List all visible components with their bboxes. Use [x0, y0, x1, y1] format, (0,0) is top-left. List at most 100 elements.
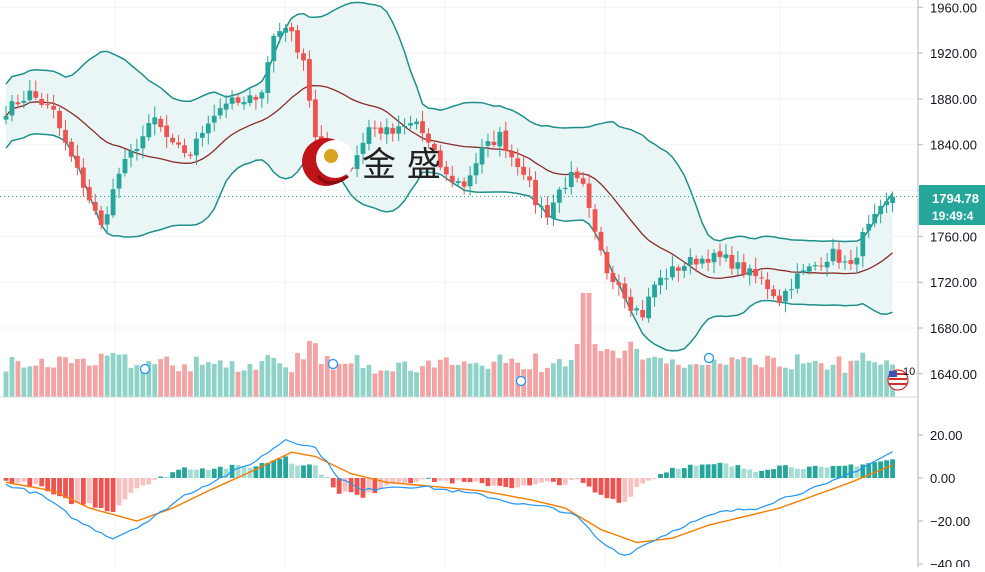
candle[interactable]: [830, 238, 836, 266]
candle[interactable]: [128, 143, 134, 168]
candle[interactable]: [586, 174, 592, 218]
candle[interactable]: [414, 118, 419, 130]
candle[interactable]: [241, 96, 247, 110]
candle[interactable]: [455, 177, 461, 188]
candle[interactable]: [134, 138, 140, 161]
candle[interactable]: [497, 126, 503, 157]
event-marker[interactable]: [703, 352, 715, 364]
candle[interactable]: [658, 269, 663, 295]
candle[interactable]: [461, 177, 467, 195]
candle[interactable]: [735, 251, 741, 276]
candle[interactable]: [57, 107, 62, 137]
candle[interactable]: [235, 93, 241, 106]
candle[interactable]: [812, 261, 818, 271]
candle[interactable]: [211, 104, 217, 132]
candle[interactable]: [27, 80, 33, 104]
candle[interactable]: [384, 118, 390, 144]
candle[interactable]: [574, 167, 580, 183]
candle[interactable]: [473, 152, 479, 184]
candle[interactable]: [878, 199, 884, 224]
candle[interactable]: [45, 93, 51, 109]
candle[interactable]: [687, 248, 693, 275]
candle[interactable]: [783, 288, 788, 313]
candle[interactable]: [188, 151, 193, 159]
candle[interactable]: [681, 261, 687, 278]
candle[interactable]: [9, 94, 15, 122]
candle[interactable]: [580, 172, 586, 187]
candle[interactable]: [545, 196, 550, 226]
candle[interactable]: [75, 144, 80, 176]
candle[interactable]: [265, 56, 271, 104]
candle[interactable]: [539, 197, 544, 219]
candle[interactable]: [693, 255, 699, 273]
candle[interactable]: [551, 194, 556, 227]
candle[interactable]: [378, 121, 384, 141]
candle[interactable]: [806, 263, 812, 275]
event-marker[interactable]: [139, 363, 151, 375]
candle[interactable]: [485, 133, 491, 157]
last-price-label[interactable]: 1794.78 19:49:4: [919, 185, 985, 225]
candle[interactable]: [753, 257, 759, 284]
event-marker[interactable]: [515, 375, 527, 387]
candle[interactable]: [521, 155, 527, 180]
candle[interactable]: [616, 274, 622, 296]
candle[interactable]: [717, 243, 723, 266]
candle[interactable]: [664, 268, 669, 291]
candle[interactable]: [509, 144, 515, 167]
candle[interactable]: [140, 125, 146, 159]
candle[interactable]: [699, 255, 705, 269]
candle[interactable]: [122, 149, 128, 177]
candle[interactable]: [800, 263, 806, 276]
candle[interactable]: [562, 176, 568, 195]
candle[interactable]: [366, 119, 372, 151]
candle[interactable]: [51, 94, 56, 119]
candle[interactable]: [705, 249, 711, 272]
candle[interactable]: [503, 121, 509, 159]
candle[interactable]: [443, 160, 449, 181]
candle[interactable]: [289, 22, 294, 42]
candle[interactable]: [354, 145, 360, 177]
candle[interactable]: [372, 120, 378, 137]
candle[interactable]: [848, 249, 854, 270]
candle[interactable]: [765, 272, 770, 299]
candle[interactable]: [158, 115, 164, 132]
candle[interactable]: [301, 48, 306, 71]
candle[interactable]: [432, 140, 437, 154]
candle[interactable]: [277, 22, 283, 44]
candle[interactable]: [592, 204, 598, 240]
candle[interactable]: [116, 167, 122, 199]
us-flag-icon[interactable]: [887, 369, 909, 391]
candle[interactable]: [152, 106, 158, 136]
candle[interactable]: [110, 178, 116, 219]
candle[interactable]: [711, 249, 717, 274]
candle[interactable]: [789, 278, 794, 299]
candle[interactable]: [33, 80, 39, 100]
candle[interactable]: [408, 115, 413, 130]
candle[interactable]: [794, 263, 800, 294]
candle[interactable]: [170, 133, 175, 145]
candle[interactable]: [63, 120, 68, 151]
candle[interactable]: [437, 144, 443, 171]
candle[interactable]: [164, 115, 170, 149]
candle[interactable]: [741, 253, 747, 278]
event-markers[interactable]: 10: [139, 352, 916, 391]
candle[interactable]: [21, 90, 27, 109]
candle[interactable]: [402, 118, 408, 135]
candle[interactable]: [199, 125, 205, 147]
candle[interactable]: [872, 203, 878, 228]
candle[interactable]: [253, 94, 259, 110]
candle[interactable]: [205, 115, 211, 145]
candle[interactable]: [80, 158, 86, 197]
candle[interactable]: [634, 305, 640, 316]
candle[interactable]: [729, 246, 735, 275]
candle[interactable]: [92, 194, 98, 216]
candle[interactable]: [568, 161, 574, 195]
candle[interactable]: [479, 139, 485, 174]
candle[interactable]: [854, 246, 860, 274]
candle[interactable]: [390, 123, 396, 142]
candle[interactable]: [640, 299, 646, 321]
candle[interactable]: [491, 130, 497, 148]
candle[interactable]: [259, 89, 265, 108]
